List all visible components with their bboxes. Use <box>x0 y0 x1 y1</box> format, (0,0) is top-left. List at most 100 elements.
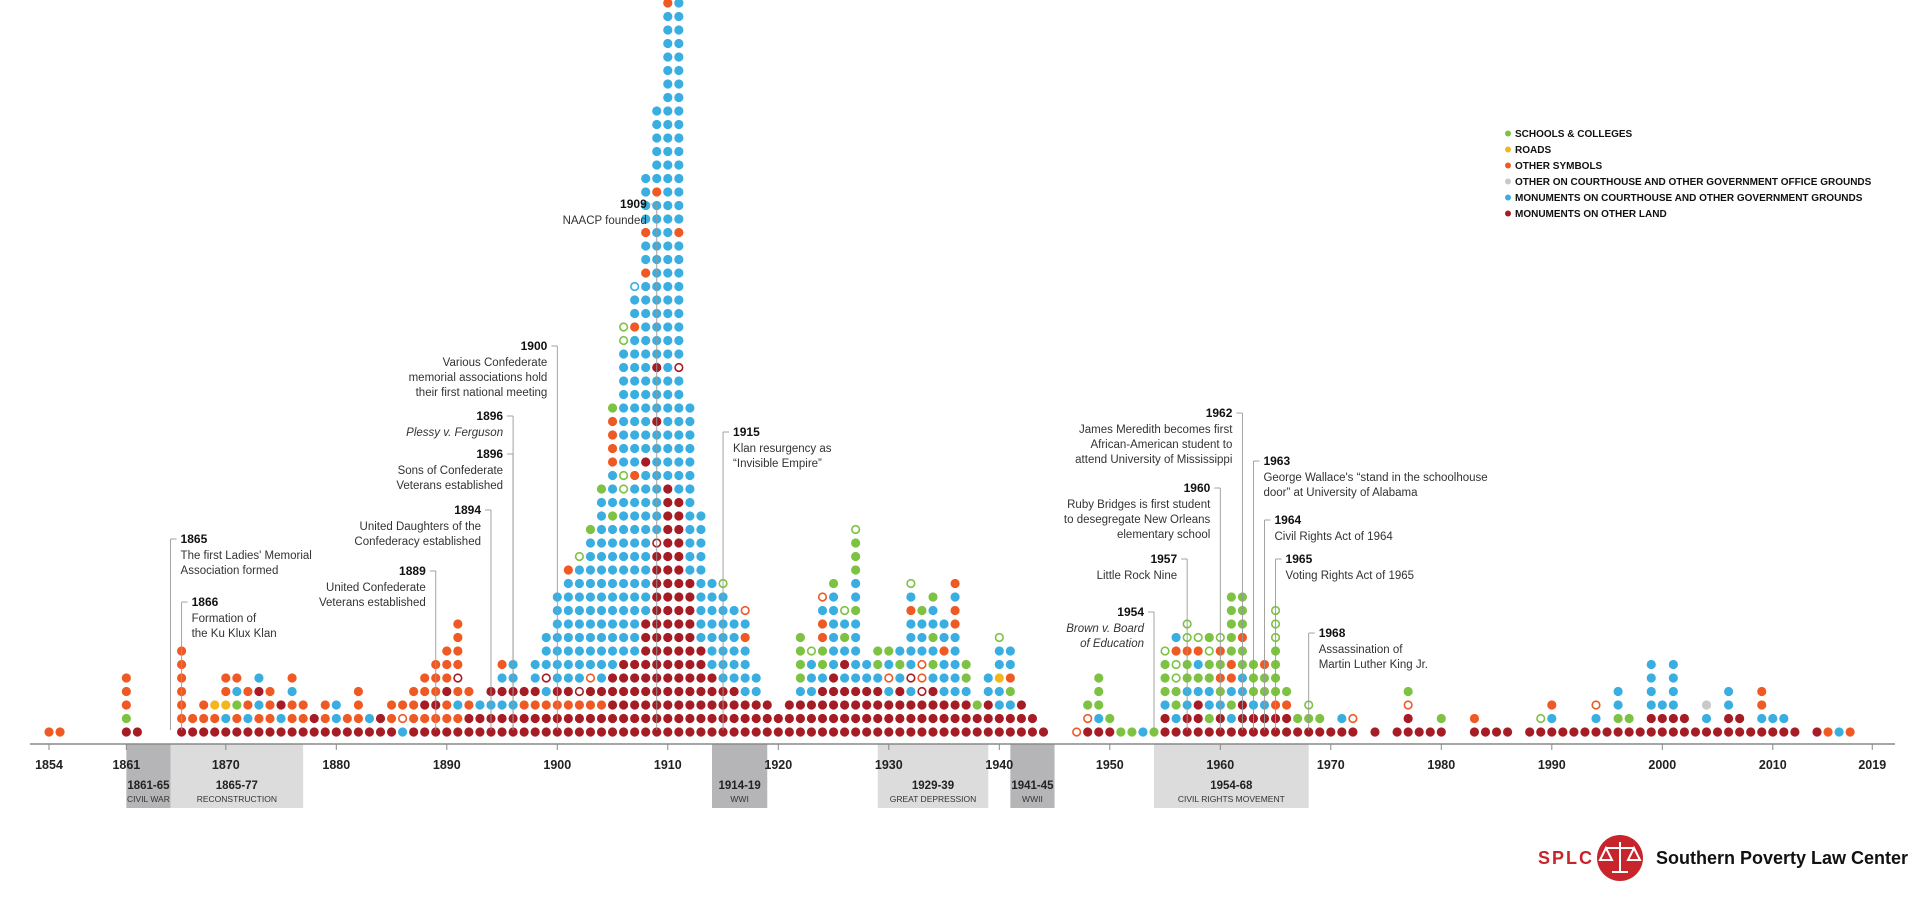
dot-courthouse <box>685 403 695 413</box>
dot-other-land <box>409 727 419 737</box>
dot-courthouse <box>663 214 673 224</box>
dot-schools <box>1226 592 1236 602</box>
dot-other-symbols <box>1171 646 1181 656</box>
annotation-text: James Meredith becomes first <box>1079 424 1233 436</box>
dot-other-land <box>1193 700 1203 710</box>
dot-other-land <box>1547 727 1557 737</box>
dot-other-symbols <box>817 632 828 643</box>
splc-abbreviation: SPLC <box>1538 848 1594 868</box>
dot-schools <box>1005 686 1015 697</box>
dot-courthouse <box>563 632 573 643</box>
legend-swatch <box>1505 210 1511 217</box>
dot-courthouse <box>630 605 640 616</box>
axis-tick-label: 2010 <box>1759 758 1787 772</box>
dot-other-symbols <box>519 700 529 710</box>
dot-courthouse <box>696 619 706 629</box>
annotation-text: Confederacy established <box>354 536 481 548</box>
dot-other-symbols <box>563 565 573 575</box>
dot-other-land <box>652 727 662 737</box>
dot-other-land <box>1083 727 1093 737</box>
dot-other-land <box>607 673 618 683</box>
dot-courthouse <box>641 470 651 481</box>
axis-tick-label: 1930 <box>875 758 903 772</box>
dot-courthouse <box>585 632 596 643</box>
dot-other-symbols <box>1282 700 1292 710</box>
annotation-text: The first Ladies' Memorial <box>181 550 312 562</box>
dot-other-symbols <box>630 322 640 332</box>
dot-courthouse <box>596 538 607 548</box>
dot-other-land <box>1282 713 1292 724</box>
dot-courthouse <box>674 308 684 319</box>
dot-schools <box>828 578 839 589</box>
dot-courthouse <box>630 443 640 454</box>
dot-courthouse <box>1646 659 1656 670</box>
dot-courthouse <box>939 632 949 643</box>
dot-schools <box>1149 727 1159 737</box>
dot-other-land <box>1635 727 1645 737</box>
dot-courthouse <box>674 0 684 8</box>
dot-schools <box>121 713 131 724</box>
dot-courthouse <box>806 673 817 683</box>
dot-courthouse <box>1193 686 1203 697</box>
dot-schools <box>928 659 938 670</box>
annotation-year: 1954 <box>1117 605 1144 619</box>
dot-courthouse <box>574 632 585 643</box>
legend-swatch <box>1505 130 1511 137</box>
dot-other-land <box>1160 727 1170 737</box>
annotation-text: Plessy v. Ferguson <box>406 427 503 439</box>
dot-other-land-hollow <box>906 673 916 683</box>
dot-other-land <box>1724 727 1734 737</box>
annotation-year: 1900 <box>521 339 548 353</box>
dot-other-land <box>630 673 640 683</box>
period-name-label: WWI <box>730 794 748 804</box>
dot-other-symbols <box>210 713 220 724</box>
dot-schools <box>1436 713 1446 724</box>
dot-courthouse <box>630 646 640 656</box>
dot-courthouse <box>674 430 684 440</box>
annotation-year: 1964 <box>1275 513 1302 527</box>
dot-other-land <box>1768 727 1778 737</box>
dot-courthouse <box>1171 632 1181 643</box>
dot-courthouse <box>453 700 463 710</box>
dot-other-land <box>585 727 596 737</box>
annotation-text: NAACP founded <box>563 215 647 227</box>
dot-courthouse <box>641 538 651 548</box>
dot-courthouse <box>950 632 960 643</box>
dot-other-land <box>663 632 673 643</box>
dot-other-land <box>552 727 562 737</box>
dot-courthouse <box>828 646 839 656</box>
dot-other-symbols <box>453 646 463 656</box>
dot-courthouse <box>851 578 861 589</box>
dot-other-land <box>497 713 507 724</box>
dot-other-symbols <box>1193 646 1203 656</box>
dot-other-courthouse <box>1701 700 1712 710</box>
dot-other-land <box>961 713 971 724</box>
dot-schools <box>585 524 596 535</box>
dot-other-land <box>696 713 706 724</box>
dot-other-land <box>806 713 817 724</box>
dot-schools <box>1282 686 1292 697</box>
dot-other-land <box>994 713 1004 724</box>
dot-other-land <box>1237 727 1247 737</box>
period-range-label: 1865-77 <box>216 780 258 792</box>
dot-courthouse <box>574 592 585 602</box>
dot-other-land <box>817 713 828 724</box>
dot-other-land <box>674 673 684 683</box>
dot-other-land <box>663 592 673 602</box>
dot-courthouse <box>607 578 618 589</box>
dot-other-land <box>685 713 695 724</box>
dot-courthouse <box>607 470 618 481</box>
dot-other-land <box>1105 727 1115 737</box>
dot-other-land <box>828 673 839 683</box>
dot-other-land <box>1226 727 1236 737</box>
dot-other-land <box>1679 727 1689 737</box>
dot-courthouse <box>607 659 618 670</box>
dot-courthouse <box>630 335 640 346</box>
dot-courthouse <box>596 524 607 535</box>
dot-other-land <box>1480 727 1491 737</box>
axis-tick-label: 1870 <box>212 758 240 772</box>
dot-other-land <box>1193 713 1203 724</box>
dot-other-land <box>707 700 717 710</box>
dot-other-land <box>851 686 861 697</box>
annotation-year: 1957 <box>1150 552 1177 566</box>
